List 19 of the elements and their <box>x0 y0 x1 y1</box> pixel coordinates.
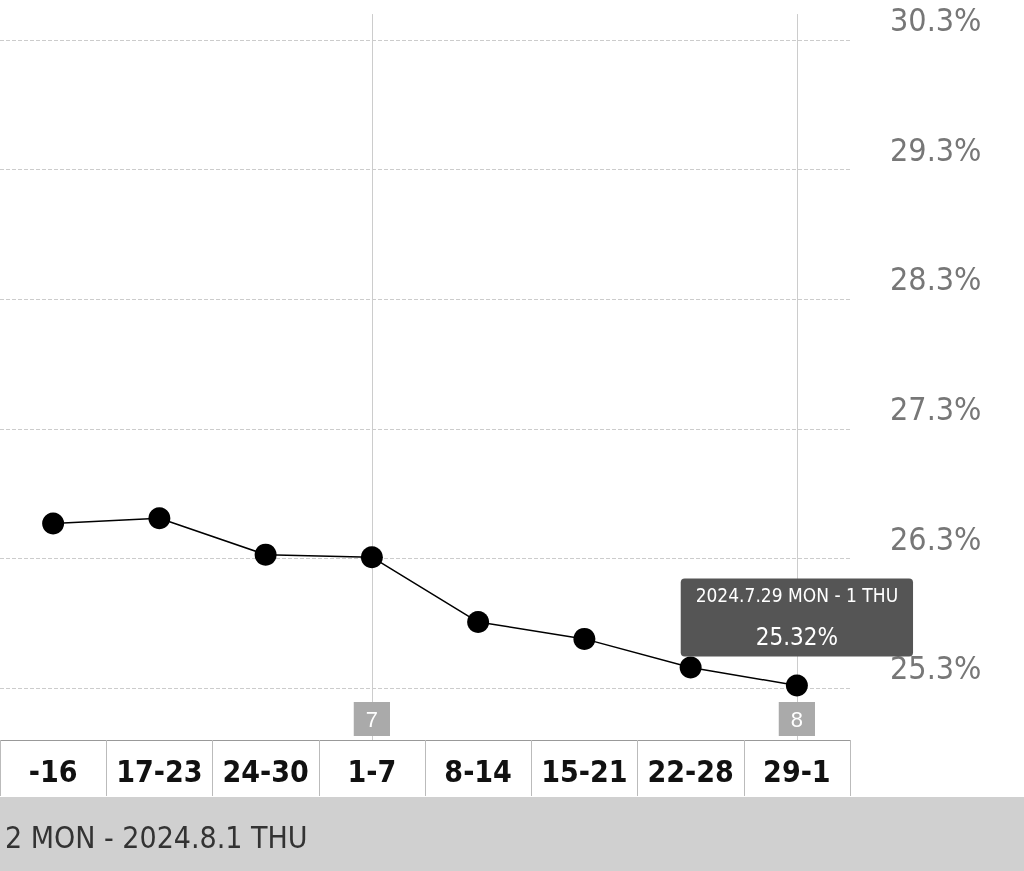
x-tick-label: 17-23 <box>116 753 203 789</box>
y-tick-label: 25.3% <box>890 649 982 688</box>
ref-line-label: 8 <box>790 706 803 732</box>
y-tick-label: 27.3% <box>890 389 982 428</box>
x-tick-label: 15-21 <box>541 753 628 789</box>
data-label: 25.32% <box>755 622 839 651</box>
x-tick-label: 22-28 <box>647 753 734 789</box>
x-tick-label: 29-1 <box>763 753 831 789</box>
x-tick-label: -16 <box>28 753 78 789</box>
annotation: 2024.7.29 MON - 1 THU <box>695 584 899 607</box>
ref-line-label: 7 <box>365 706 378 732</box>
x-tick-label: 24-30 <box>222 753 309 789</box>
y-tick-label: 26.3% <box>890 519 982 558</box>
text: 2 MON - 2024.8.1 THU <box>5 819 308 855</box>
x-tick-label: 8-14 <box>444 753 512 789</box>
y-tick-label: 28.3% <box>890 260 982 299</box>
x-tick-label: 1-7 <box>347 753 397 789</box>
y-tick-label: 29.3% <box>890 130 982 169</box>
y-tick-label: 30.3% <box>890 1 982 39</box>
